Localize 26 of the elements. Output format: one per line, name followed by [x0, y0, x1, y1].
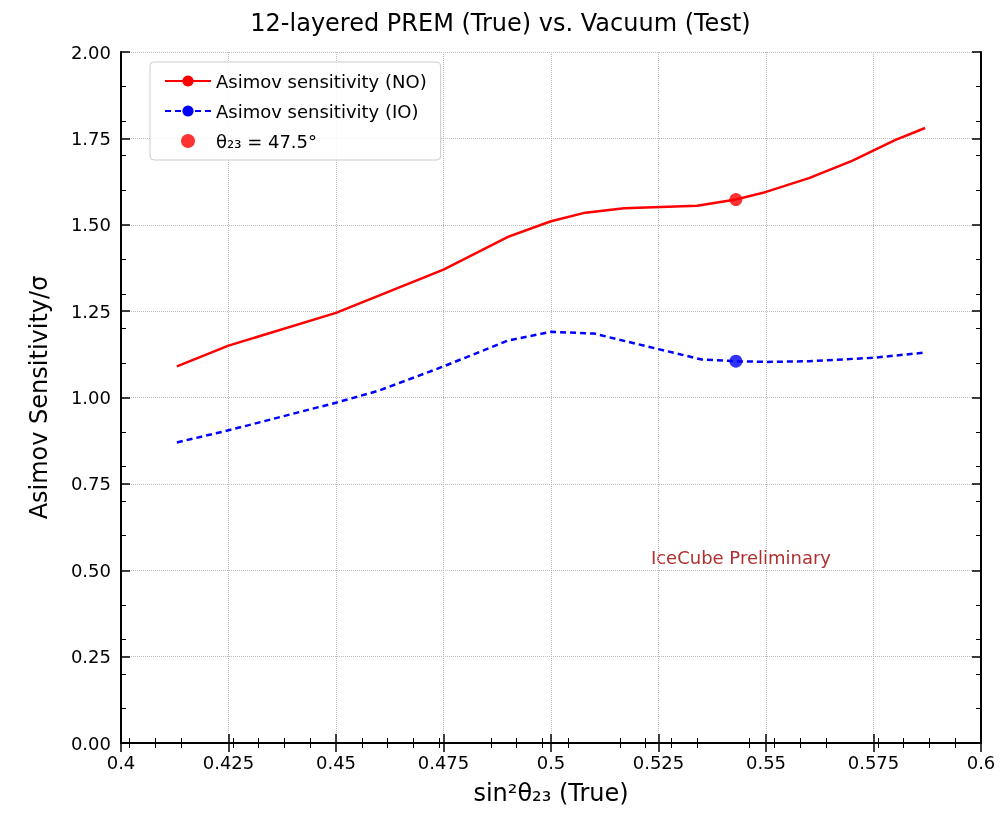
y-tick-label: 2.00	[70, 41, 111, 63]
legend-label: Asimov sensitivity (IO)	[216, 100, 419, 122]
x-tick-label: 0.55	[745, 751, 787, 773]
annotation: IceCube Preliminary	[650, 546, 832, 568]
legend-label: Asimov sensitivity (NO)	[216, 70, 427, 92]
x-tick-label: 0.425	[202, 751, 255, 773]
y-tick-label: 1.25	[70, 300, 111, 322]
x-tick-label: 0.475	[417, 751, 470, 773]
x-tick-label: 0.5	[536, 751, 566, 773]
x-tick-label: 0.525	[632, 751, 685, 773]
line-series	[175, 126, 927, 368]
y-tick-label: 0.00	[70, 732, 111, 754]
x-axis-title: sin²θ₂₃ (True)	[473, 779, 629, 807]
y-tick-label: 1.75	[70, 127, 111, 149]
x-tick-label: 0.575	[847, 751, 900, 773]
x-tick-label: 0.6	[966, 751, 996, 773]
x-tick-label: 0.4	[106, 751, 136, 773]
y-tick-label: 1.00	[70, 387, 111, 408]
y-tick-label: 0.25	[70, 646, 111, 668]
chart-title: 12-layered PREM (True) vs. Vacuum (Test)	[250, 9, 751, 37]
y-tick-label: 0.75	[70, 473, 111, 495]
legend-label: θ₂₃ = 47.5°	[216, 130, 318, 152]
y-tick-label: 1.50	[70, 214, 111, 236]
x-tick-label: 0.45	[315, 751, 357, 773]
y-tick-label: 0.50	[70, 559, 111, 581]
y-axis-title: Asimov Sensitivity/σ	[25, 275, 53, 520]
